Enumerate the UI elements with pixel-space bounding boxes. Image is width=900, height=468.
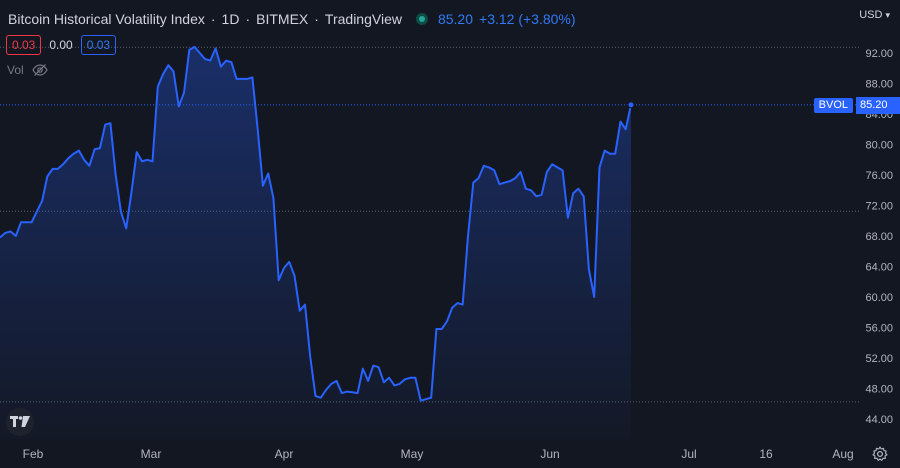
x-tick-label: Aug [832,447,853,461]
symbol-title[interactable]: Bitcoin Historical Volatility Index [8,11,205,27]
currency-selector[interactable]: USD ▾ [859,9,890,21]
series-area [0,46,631,441]
y-tick-label: 68.00 [865,231,893,243]
x-tick-label: May [401,447,424,461]
x-tick-label: Mar [141,447,162,461]
chevron-down-icon: ▾ [885,9,890,20]
x-tick-label: Apr [275,447,294,461]
separator-dot: · [210,11,216,27]
x-tick-label: Feb [23,447,44,461]
y-tick-label: 44.00 [865,414,893,426]
interval-label[interactable]: 1D [221,11,240,27]
y-tick-label: 56.00 [865,323,893,335]
x-tick-label: Jul [681,447,696,461]
separator-dot: · [314,11,319,27]
x-axis[interactable]: Feb Mar Apr May Jun Jul 16 Aug [23,447,854,461]
ohlc-row: 0.03 0.00 0.03 [6,35,117,55]
separator-dot: · [245,11,251,27]
y-axis[interactable]: 92.0088.0084.0080.0076.0072.0068.0064.00… [865,48,893,426]
y-tick-label: 52.00 [865,353,893,365]
last-price-dot [627,101,635,109]
y-tick-label: 60.00 [865,292,893,304]
y-tick-label: 76.00 [865,170,893,182]
last-price: 85.20 [437,11,474,27]
y-tick-label: 48.00 [865,384,893,396]
volume-label: Vol [7,63,24,77]
exchange-label: BITMEX [256,11,309,27]
source-label: TradingView [324,11,402,27]
x-tick-label: Jun [540,447,559,461]
last-price-tag: BVOL 85.20 [813,97,900,114]
x-tick-label: 16 [759,447,773,461]
eye-off-icon[interactable] [31,63,48,77]
price-change: +3.12 (+3.80%) [479,11,576,27]
y-tick-label: 88.00 [865,79,893,91]
buy-price-box[interactable]: 0.03 [80,35,117,55]
market-status-icon[interactable] [415,13,428,25]
gear-icon[interactable] [872,446,888,462]
sell-price-box[interactable]: 0.03 [6,35,42,55]
y-tick-label: 80.00 [865,140,893,152]
currency-label: USD [859,9,883,21]
chart-header: Bitcoin Historical Volatility Index · 1D… [8,9,576,29]
y-tick-label: 72.00 [865,201,893,213]
spread-value: 0.00 [49,38,73,52]
price-tag-symbol: BVOL [813,98,853,113]
volume-indicator[interactable]: Vol [7,63,48,77]
y-tick-label: 92.00 [865,48,893,60]
series-line [0,45,632,402]
y-tick-label: 64.00 [865,262,893,274]
tradingview-logo-icon[interactable] [6,408,34,436]
price-tag-value: 85.20 [856,97,900,114]
